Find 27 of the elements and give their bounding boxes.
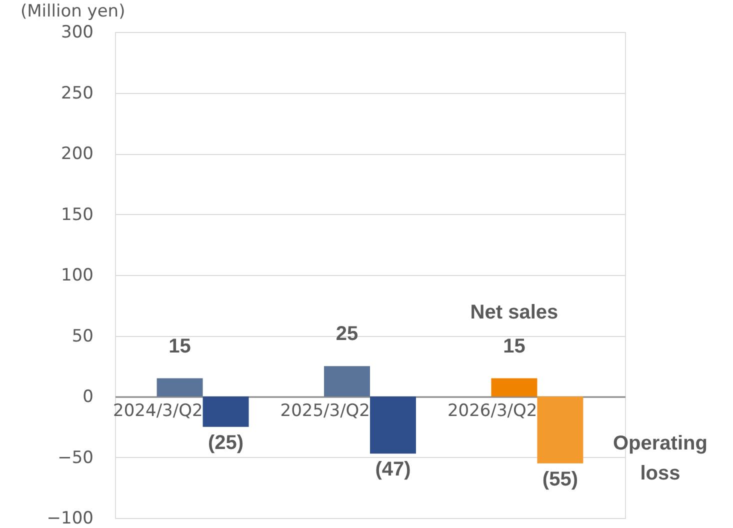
x-tick-label: 2026/3/Q2: [447, 401, 538, 421]
y-tick-label: 300: [61, 22, 94, 42]
bar: [370, 396, 416, 454]
bar: [156, 378, 203, 396]
x-tick-label: 2024/3/Q2: [113, 401, 203, 421]
y-tick-label: 150: [61, 204, 94, 225]
y-tick-label: −100: [46, 508, 94, 528]
y-axis-title: (Million yen): [20, 2, 126, 22]
text: Net sales: [470, 301, 558, 324]
y-tick-label: 100: [61, 266, 94, 286]
y-tick-label: −50: [58, 448, 94, 468]
x-tick-label: 2025/3/Q2: [280, 401, 370, 421]
data-label: (55): [542, 468, 578, 490]
y-tick-label: 50: [72, 326, 94, 346]
data-label: (47): [375, 458, 411, 481]
series-label: Operating loss: [612, 432, 708, 484]
data-label: 15: [168, 335, 191, 358]
data-label: 25: [336, 323, 358, 346]
bar: [202, 396, 249, 427]
bar: [491, 378, 538, 396]
bar: [324, 366, 370, 396]
y-tick-label: 200: [61, 144, 94, 164]
data-label: 15: [503, 335, 526, 358]
y-tick-label: 250: [61, 83, 94, 104]
bar: [537, 396, 584, 464]
data-label: (25): [208, 432, 244, 454]
y-tick-label: 0: [82, 387, 94, 407]
